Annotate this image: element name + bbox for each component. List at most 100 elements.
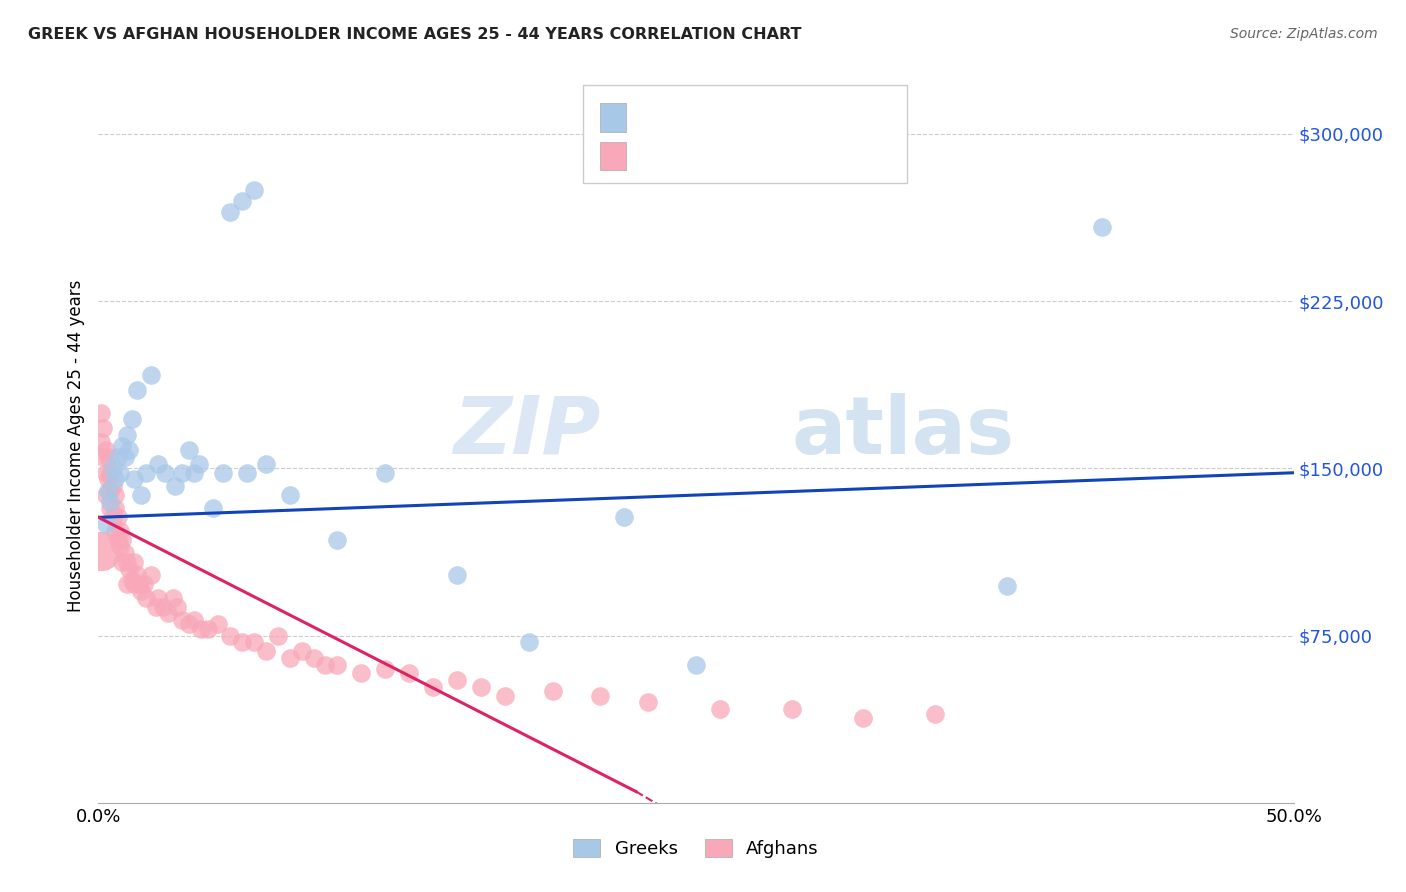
Point [179,443,201,458]
Point [326,533,349,547]
Point [374,466,396,480]
Text: R =: R = [633,112,672,129]
Point [111,439,134,453]
Point [131,488,153,502]
Point [254,457,277,471]
Point [94,466,117,480]
Point [135,591,157,605]
Point [172,613,194,627]
Point [107,510,129,524]
Point [278,651,301,665]
Point [101,510,124,524]
Point [101,479,124,493]
Point [179,617,201,632]
Point [98,501,122,516]
Point [326,657,349,672]
Point [90,405,112,419]
Point [183,613,205,627]
Point [211,466,233,480]
Point [91,450,114,464]
Y-axis label: Householder Income Ages 25 - 44 years: Householder Income Ages 25 - 44 years [66,280,84,612]
Point [183,466,205,480]
Point [637,696,659,710]
Point [132,577,155,591]
Point [422,680,444,694]
Point [128,577,150,591]
Point [90,543,112,558]
Text: 0.047: 0.047 [675,112,731,129]
Point [709,702,731,716]
Point [995,580,1018,594]
Point [202,501,225,516]
Point [267,628,290,642]
Point [131,583,153,598]
Point [125,568,148,582]
Point [111,533,134,547]
Point [90,434,112,449]
Point [107,533,129,547]
Point [148,591,170,605]
Point [207,617,229,632]
Point [104,472,127,486]
Point [94,488,117,502]
Point [166,599,188,614]
Point [231,635,253,649]
Point [97,483,120,498]
Point [302,651,325,665]
Text: 72: 72 [770,147,796,165]
Point [115,555,138,569]
Point [589,689,612,703]
Point [98,483,122,498]
Point [494,689,516,703]
Point [139,368,162,382]
Text: -0.452: -0.452 [671,147,735,165]
Point [517,635,540,649]
Point [125,383,148,397]
Point [350,666,373,681]
Point [139,568,162,582]
Point [98,466,122,480]
Point [231,194,253,208]
Point [118,443,141,458]
Point [219,628,242,642]
Point [197,622,219,636]
Point [243,635,266,649]
Text: Source: ZipAtlas.com: Source: ZipAtlas.com [1230,27,1378,41]
Point [94,516,117,531]
Point [187,457,209,471]
Point [124,472,146,486]
Text: ZIP: ZIP [453,392,600,471]
Point [243,182,266,196]
Point [780,702,803,716]
Point [111,555,134,569]
Point [162,591,184,605]
Point [108,466,131,480]
Point [852,711,875,725]
Point [118,562,141,576]
Point [235,466,257,480]
Point [115,577,138,591]
Point [924,706,946,721]
Point [114,450,136,464]
Point [94,443,117,458]
Point [163,479,186,493]
Point [148,457,170,471]
Point [124,555,146,569]
Point [121,412,143,426]
Point [108,524,131,538]
Text: N =: N = [731,112,770,129]
Text: GREEK VS AFGHAN HOUSEHOLDER INCOME AGES 25 - 44 YEARS CORRELATION CHART: GREEK VS AFGHAN HOUSEHOLDER INCOME AGES … [28,27,801,42]
Point [145,599,167,614]
Point [97,472,120,486]
Point [613,510,636,524]
Point [107,450,129,464]
Point [470,680,492,694]
Point [398,666,420,681]
Point [121,573,143,587]
Point [1091,220,1114,235]
Legend: Greeks, Afghans: Greeks, Afghans [565,831,827,865]
Point [254,644,277,658]
Point [155,466,177,480]
Point [374,662,396,676]
Point [291,644,314,658]
